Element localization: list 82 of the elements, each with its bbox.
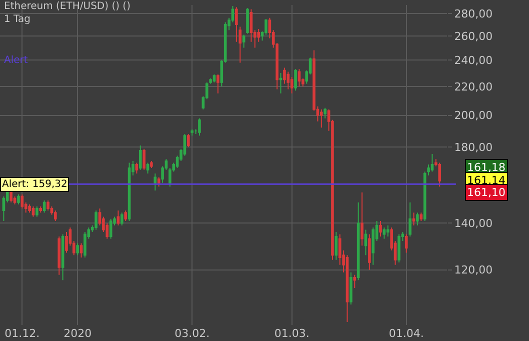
candlestick <box>20 194 24 209</box>
candlestick <box>84 231 86 258</box>
candlestick <box>135 162 138 174</box>
candlestick <box>212 74 216 83</box>
candlestick <box>54 210 57 222</box>
candlestick <box>242 34 246 48</box>
candlestick <box>94 210 98 230</box>
candlestick <box>61 234 64 281</box>
annotation: Alert <box>4 55 28 66</box>
y-tick-label: 180,00 <box>454 141 493 154</box>
candlestick <box>404 234 408 254</box>
candlestick <box>382 227 386 240</box>
text: 161,18 <box>467 161 506 174</box>
text: 1 Tag <box>4 14 30 25</box>
y-tick-label: 280,00 <box>454 7 493 20</box>
candlestick <box>146 162 150 174</box>
candlestick <box>412 212 416 226</box>
candlestick <box>320 108 323 128</box>
candlestick <box>356 202 360 281</box>
candlestick <box>76 242 79 256</box>
x-tick-label: 2020 <box>64 327 92 340</box>
candlestick <box>286 71 290 90</box>
candlestick <box>157 176 160 188</box>
y-tick-label: 120,00 <box>454 264 493 277</box>
candlestick <box>13 196 16 205</box>
candlestick <box>32 206 35 218</box>
candlestick <box>334 231 338 260</box>
chart-title: Ethereum (ETH/USD) () () <box>4 1 131 12</box>
candlestick <box>124 210 128 222</box>
candlestick <box>379 220 382 237</box>
candlestick <box>58 236 61 276</box>
candlestick <box>138 145 142 170</box>
x-tick-label: 01.12. <box>4 327 40 340</box>
ref-line-label: Alert: 159,32 <box>2 179 68 190</box>
candlestick <box>36 206 38 218</box>
candlestick <box>17 194 20 205</box>
x-tick-label: 01.04. <box>388 327 424 340</box>
y-tick-label: 140,00 <box>454 217 493 230</box>
candlestick <box>350 272 352 306</box>
candlestick <box>294 68 297 92</box>
candlestick <box>298 68 301 87</box>
candlestick <box>408 202 412 237</box>
candlestick <box>279 72 282 94</box>
candlestick <box>116 210 120 226</box>
candlestick <box>430 153 434 172</box>
candlestick <box>39 206 42 214</box>
x-tick-label: 03.02. <box>174 327 210 340</box>
candlestick <box>368 234 371 270</box>
candlestick <box>28 204 31 214</box>
candlestick <box>65 231 68 254</box>
candlestick <box>10 190 12 203</box>
y-tick-label: 220,00 <box>454 80 493 94</box>
candlestick <box>360 192 364 246</box>
candlestick <box>2 196 6 222</box>
text: 161,14 <box>467 174 506 187</box>
candlestick <box>438 162 442 188</box>
candlestick <box>154 173 157 191</box>
candlestick <box>324 107 326 119</box>
candlestick <box>364 229 368 256</box>
candlestick <box>398 234 400 263</box>
candlestick <box>216 74 220 94</box>
candlestick <box>353 274 356 289</box>
text: 161,10 <box>467 186 506 199</box>
candlestick <box>187 134 190 148</box>
x-tick-label: 01.03. <box>274 327 310 340</box>
y-tick-label: 200,00 <box>454 109 493 122</box>
candlestick <box>80 242 83 258</box>
candlestick <box>142 148 146 170</box>
candlestick <box>120 212 124 226</box>
candlestick <box>46 200 50 212</box>
candlestick <box>346 254 349 322</box>
candlestick <box>190 128 194 136</box>
candlestick <box>42 200 46 214</box>
candlestick <box>109 218 112 240</box>
candlestick <box>246 8 249 34</box>
y-tick-label: 260,00 <box>454 30 493 43</box>
candlestick <box>416 212 419 226</box>
candlestick <box>420 212 423 222</box>
candlestick <box>198 118 201 136</box>
candlestick <box>150 160 153 169</box>
candlestick <box>386 224 390 237</box>
y-tick-label: 240,00 <box>454 54 493 68</box>
